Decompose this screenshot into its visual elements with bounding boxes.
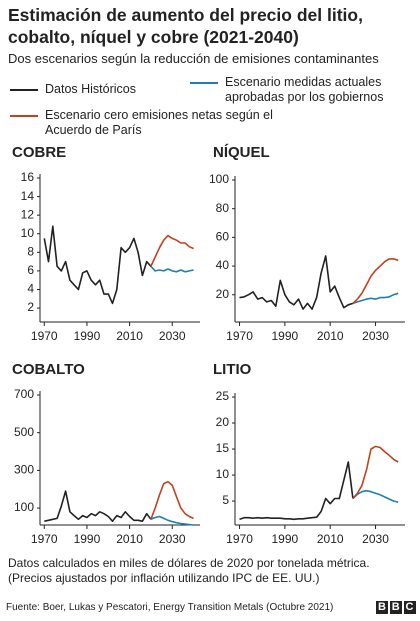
note-line: (Precios ajustados por inflación utiliza… (8, 571, 320, 585)
source: Fuente: Boer, Lukas y Pescatori, Energy … (6, 602, 334, 613)
panel-title: COBALTO (12, 361, 85, 378)
y-tick-label: 6 (27, 263, 34, 277)
series-line (150, 515, 194, 526)
legend-swatch (10, 115, 38, 117)
x-tick-label: 1990 (74, 532, 101, 546)
y-tick-label: 10 (216, 467, 230, 481)
series-line (352, 489, 399, 503)
title: Estimación de aumento del precio del lit… (8, 4, 363, 48)
series-line (352, 258, 399, 304)
y-tick-label: 16 (21, 170, 35, 184)
y-tick-label: 8 (27, 244, 34, 258)
x-tick-label: 1970 (226, 329, 253, 343)
y-tick-label: 10 (21, 226, 35, 240)
x-tick-label: 1990 (272, 532, 299, 546)
logo-text: BBC (378, 601, 420, 613)
y-tick-label: 20 (216, 415, 230, 429)
y-tick-label: 15 (216, 441, 230, 455)
x-tick-label: 1990 (74, 329, 101, 343)
y-tick-label: 14 (21, 189, 35, 203)
title-line: Estimación de aumento del precio del lit… (8, 5, 363, 25)
y-tick-label: 80 (216, 201, 230, 215)
y-tick-label: 25 (216, 389, 230, 403)
legend-label: Escenario medidas actuales aprobadas por… (225, 75, 384, 104)
x-tick-label: 1970 (226, 532, 253, 546)
x-tick-label: 2010 (317, 532, 344, 546)
series-line (239, 255, 354, 310)
panel-title: LITIO (213, 361, 252, 378)
y-tick-label: 300 (14, 463, 34, 477)
x-tick-label: 2030 (159, 532, 186, 546)
series-line (44, 490, 152, 522)
y-tick-label: 12 (21, 207, 35, 221)
y-tick-label: 700 (14, 387, 34, 401)
panel-title: NÍQUEL (213, 144, 270, 161)
x-tick-label: 2030 (362, 532, 389, 546)
y-tick-label: 5 (222, 493, 229, 507)
series-line (352, 292, 399, 305)
y-tick-label: 60 (216, 230, 230, 244)
x-tick-label: 1990 (272, 329, 299, 343)
y-tick-label: 4 (27, 282, 34, 296)
y-tick-label: 2 (27, 300, 34, 314)
legend-label: Datos Históricos (45, 82, 136, 96)
y-tick-label: 20 (216, 287, 230, 301)
series-line (239, 461, 354, 521)
note-line: Datos calculados en miles de dólares de … (8, 556, 370, 570)
note: Datos calculados en miles de dólares de … (8, 556, 370, 586)
legend-label: Escenario cero emisiones netas según el … (45, 108, 273, 137)
x-tick-label: 1970 (31, 329, 58, 343)
y-tick-label: 40 (216, 258, 230, 272)
x-tick-label: 2030 (362, 329, 389, 343)
title-line: cobalto, níquel y cobre (2021-2040) (8, 27, 299, 47)
series-line (150, 480, 194, 520)
series-line (352, 445, 399, 500)
y-tick-label: 500 (14, 425, 34, 439)
legend-swatch (190, 82, 218, 84)
x-tick-label: 2010 (116, 329, 143, 343)
x-tick-label: 1970 (31, 532, 58, 546)
series-line (150, 265, 194, 273)
x-tick-label: 2010 (317, 329, 344, 343)
y-tick-label: 100 (14, 500, 34, 514)
x-tick-label: 2010 (116, 532, 143, 546)
subtitle: Dos escenarios según la reducción de emi… (8, 51, 379, 66)
x-tick-label: 2030 (159, 329, 186, 343)
logo: BBC (376, 601, 416, 614)
legend-swatch (10, 89, 38, 91)
y-tick-label: 100 (209, 172, 229, 186)
panel-title: COBRE (12, 144, 66, 161)
series-line (43, 225, 152, 305)
series-line (150, 234, 194, 267)
